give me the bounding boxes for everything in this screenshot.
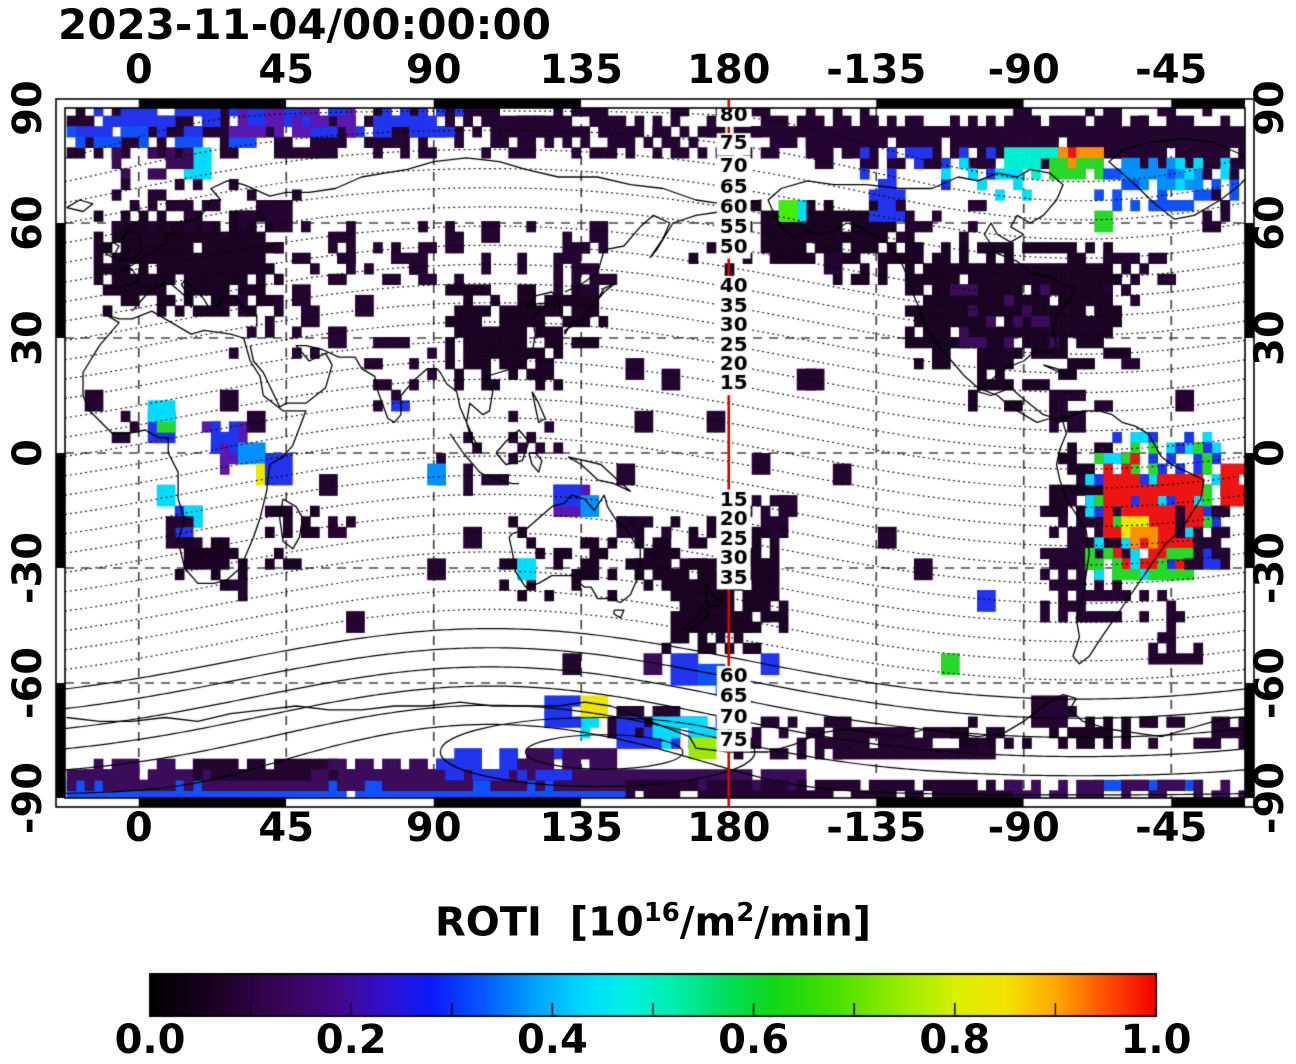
colorbar-tick-label: 0.2 [315, 1017, 387, 1063]
bottom-axis-tick-label: -135 [826, 805, 927, 851]
right-axis-tick-label: -60 [1247, 646, 1293, 720]
colorbar-tick-label: 0.4 [516, 1017, 588, 1063]
top-axis-tick-label: 45 [258, 47, 315, 93]
bottom-axis-tick-label: 45 [258, 805, 315, 851]
right-axis-tick-label: 30 [1247, 310, 1293, 366]
top-axis-tick-label: 135 [539, 47, 624, 93]
left-axis-tick-label: -60 [5, 646, 51, 720]
left-axis-tick-label: 60 [5, 195, 51, 251]
colorbar-tick-label: 1.0 [1120, 1017, 1192, 1063]
top-axis-tick-label: -135 [826, 47, 927, 93]
right-axis-tick-label: 0 [1247, 439, 1293, 467]
top-axis-tick-label: -90 [987, 47, 1060, 93]
colorbar-title-exponent2: 2 [736, 898, 755, 928]
top-axis-tick-label: -45 [1135, 47, 1208, 93]
plot-title: 2023-11-04/00:00:00 [58, 0, 551, 49]
bottom-axis-tick-label: 135 [539, 805, 624, 851]
colorbar-tick-label: 0.8 [919, 1017, 991, 1063]
left-axis-tick-label: -90 [5, 761, 51, 835]
right-axis-tick-label: -90 [1247, 761, 1293, 835]
colorbar-title-suffix: /min] [754, 899, 872, 946]
left-axis-tick-label: 90 [5, 80, 51, 136]
right-axis-tick-label: -30 [1247, 531, 1293, 605]
top-axis-tick-label: 90 [405, 47, 462, 93]
right-axis-tick-label: 90 [1247, 80, 1293, 136]
bottom-axis-tick-label: -90 [987, 805, 1060, 851]
left-axis-tick-label: -30 [5, 531, 51, 605]
bottom-axis-tick-label: 0 [124, 805, 153, 851]
bottom-axis-tick-label: 180 [687, 805, 771, 851]
right-axis-tick-label: 60 [1247, 195, 1293, 251]
colorbar-title: ROTI [1016/m2/min] [435, 898, 871, 945]
colorbar-tick-label: 0.6 [718, 1017, 790, 1063]
bottom-axis-tick-label: 90 [405, 805, 462, 851]
top-axis-tick-label: 180 [687, 47, 771, 93]
bottom-axis-tick-label: -45 [1135, 805, 1208, 851]
colorbar-tick-label: 0.0 [114, 1017, 186, 1063]
left-axis-tick-label: 30 [5, 310, 51, 366]
colorbar-title-mid: /m [679, 899, 737, 946]
colorbar-title-exponent: 16 [643, 898, 680, 928]
top-axis-tick-label: 0 [124, 47, 153, 93]
colorbar-title-prefix: ROTI [10 [434, 899, 644, 946]
left-axis-tick-label: 0 [5, 439, 51, 467]
